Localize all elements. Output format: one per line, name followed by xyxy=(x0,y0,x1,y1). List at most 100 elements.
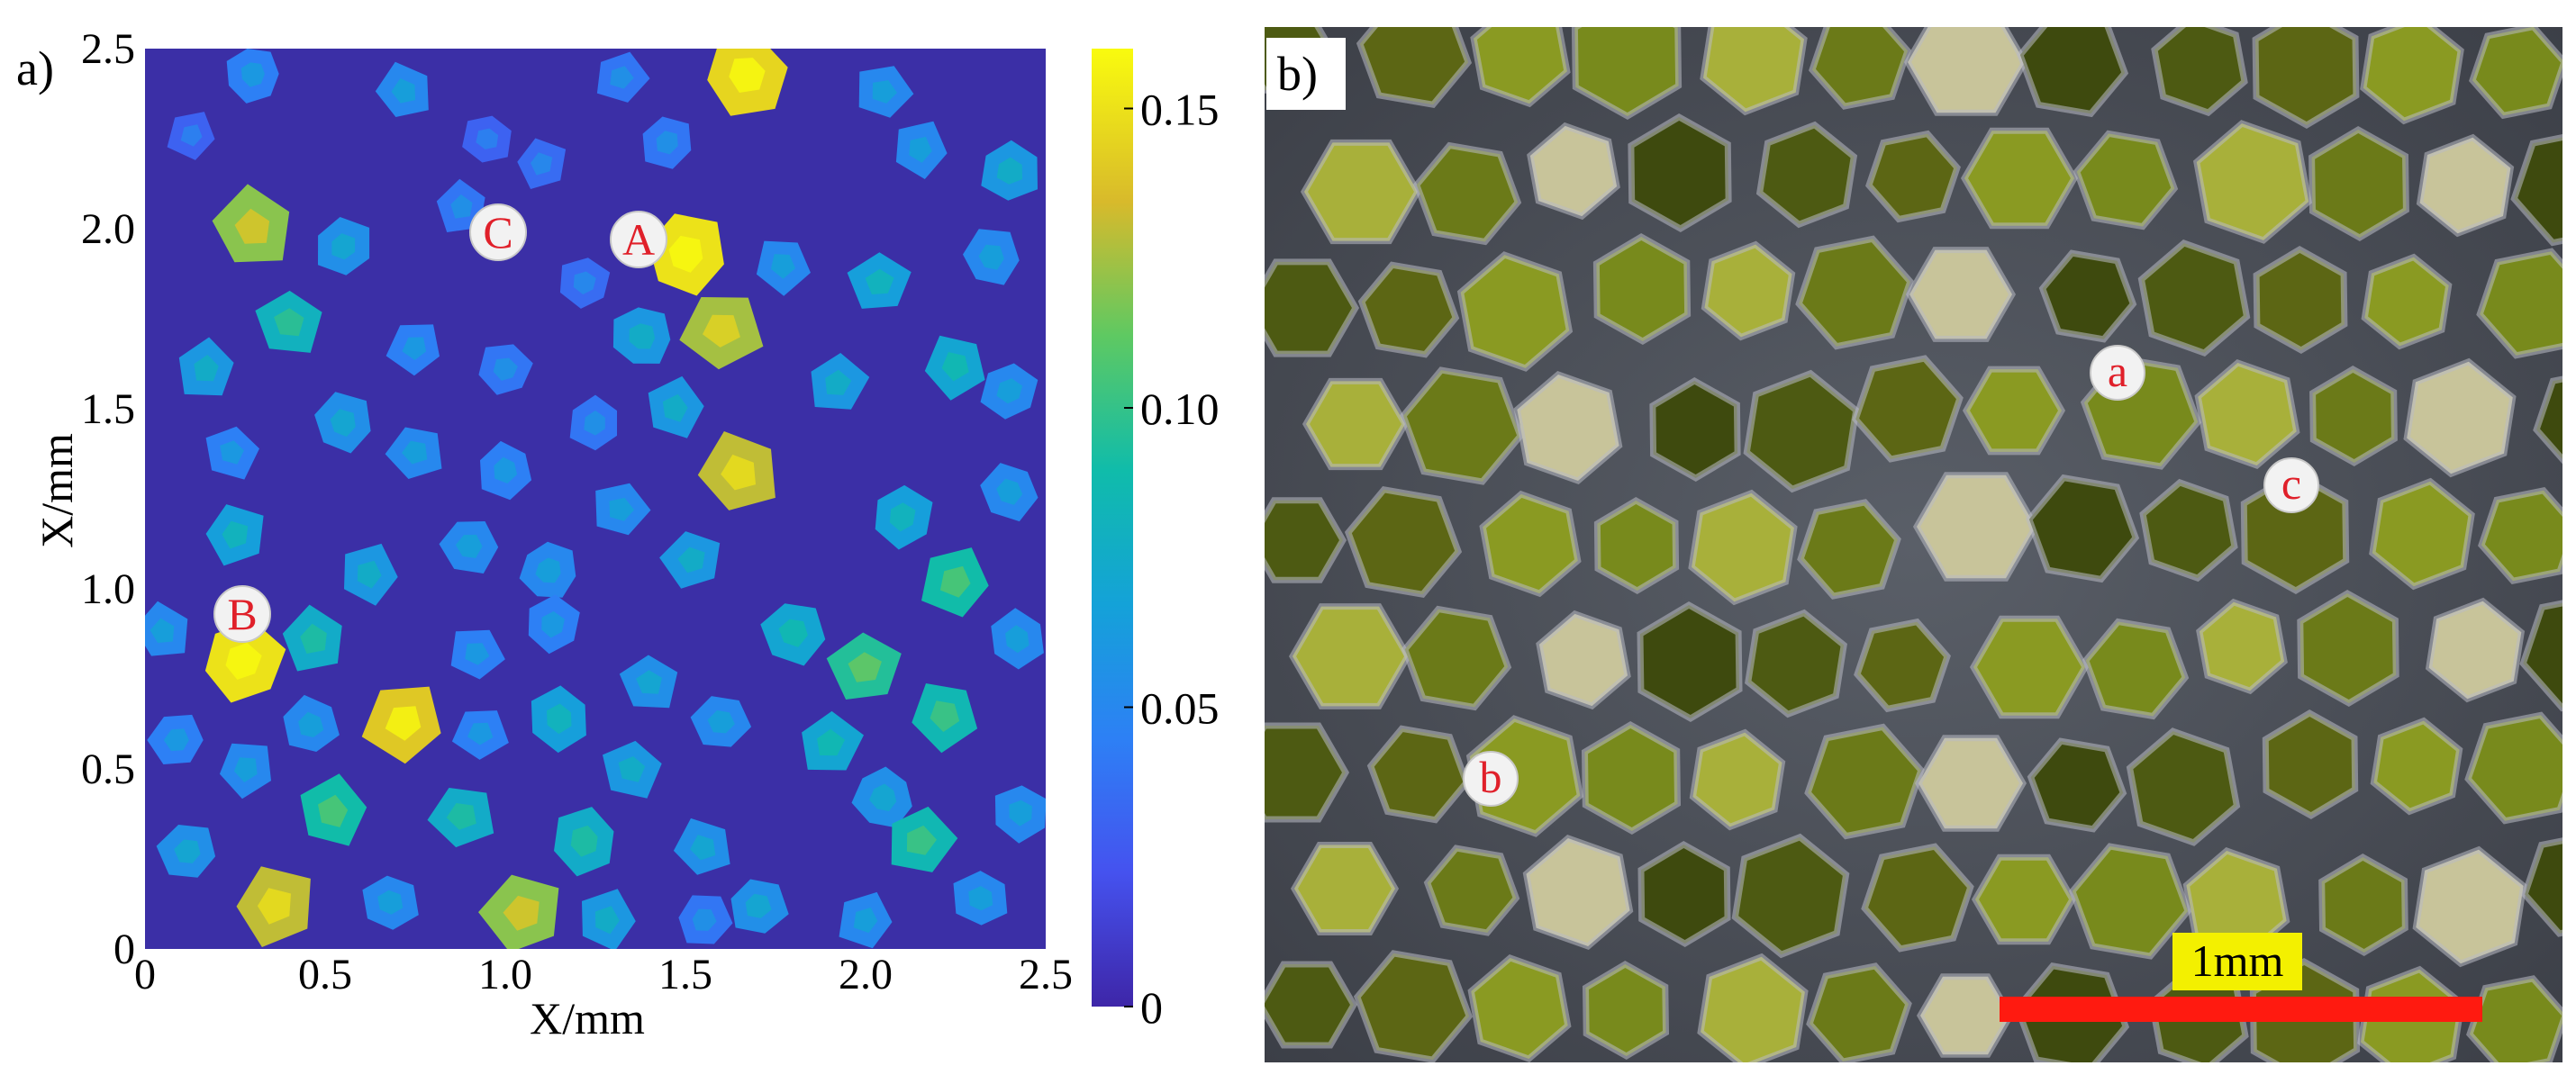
crystal-cell xyxy=(2025,474,2140,583)
grain-core xyxy=(662,393,688,422)
crystal-cell xyxy=(1522,835,1634,950)
grain-core xyxy=(636,670,662,694)
grain-core xyxy=(869,783,897,811)
grain-core xyxy=(629,323,656,349)
grain-core xyxy=(222,520,249,549)
grain-core xyxy=(707,710,735,734)
grain-core xyxy=(150,618,175,643)
crystal-cell xyxy=(2027,737,2127,833)
grain-core xyxy=(1005,625,1029,654)
grain-core xyxy=(535,557,561,583)
crystal-cell xyxy=(1265,497,1347,583)
grain-core xyxy=(446,803,476,830)
crystal-cell xyxy=(2196,598,2288,695)
crystal-cell xyxy=(2416,133,2515,238)
grain-core xyxy=(391,78,416,104)
grain-core xyxy=(594,906,620,935)
grain-core xyxy=(194,355,219,382)
crystal-cell xyxy=(1700,27,1808,116)
crystal-cell xyxy=(1865,130,1961,223)
crystal-cell xyxy=(1593,496,1680,595)
photo-marker-b: b xyxy=(1463,751,1519,807)
crystal-cell xyxy=(2308,125,2409,242)
heatmap-markers: A B C xyxy=(213,203,667,643)
grain-core xyxy=(274,308,304,337)
grain-core xyxy=(668,235,703,273)
grain-core xyxy=(402,337,427,360)
crystal-cell xyxy=(1649,376,1741,483)
y-tick: 1.5 xyxy=(81,385,135,433)
grain-core xyxy=(692,908,717,931)
marker-circle xyxy=(2090,345,2145,401)
grain-core xyxy=(234,208,270,244)
marker-A: A xyxy=(610,211,667,268)
crystal-cell xyxy=(2252,27,2360,130)
crystal-cell xyxy=(1688,489,1798,606)
grain-core xyxy=(677,547,705,574)
grain-core xyxy=(570,825,598,857)
crystal-cell xyxy=(2478,486,2562,585)
marker-circle xyxy=(610,211,667,268)
grain-core xyxy=(455,534,483,558)
x-tick: 1.0 xyxy=(478,951,532,998)
y-tick: 2.5 xyxy=(81,25,135,73)
crystal-cell xyxy=(2126,727,2241,846)
colorbar-tick-labels: 0 0.05 0.10 0.15 xyxy=(1124,85,1220,1033)
grain-core xyxy=(610,66,634,89)
crystal-cell xyxy=(1806,962,1912,1062)
crystal-cell xyxy=(2510,134,2562,247)
grain-core xyxy=(865,268,894,294)
grain-core xyxy=(385,706,422,741)
scale-bar-label: 1mm xyxy=(2191,935,2284,986)
crystal-cell xyxy=(1423,845,1520,936)
crystal-cell xyxy=(1582,960,1670,1061)
crystal-cell xyxy=(2466,975,2562,1062)
grain-core xyxy=(703,314,740,348)
x-tick: 2.5 xyxy=(1019,951,1073,998)
crystal-cell xyxy=(1366,725,1471,824)
crystal-cell xyxy=(1513,371,1623,484)
grain-core xyxy=(493,357,518,381)
photo-marker-a: a xyxy=(2090,345,2145,401)
crystal-cells xyxy=(1265,27,2562,1062)
grain-core xyxy=(848,652,882,682)
crystal-cell xyxy=(2082,618,2190,720)
grain-core xyxy=(853,908,878,934)
grain-core xyxy=(909,136,932,163)
grain-core xyxy=(225,642,262,680)
grain-core xyxy=(906,825,937,855)
x-tick: 0.5 xyxy=(298,951,352,998)
crystal-cell xyxy=(1265,961,1358,1049)
colorbar: 0 0.05 0.10 0.15 xyxy=(1092,49,1220,1033)
crystal-cell xyxy=(1861,843,1974,953)
marker-circle xyxy=(213,585,271,643)
grain-core xyxy=(180,124,203,147)
colorbar-tick: 0.10 xyxy=(1140,384,1220,434)
marker-C: C xyxy=(469,203,527,261)
grain-core xyxy=(494,456,518,483)
crystal-cell xyxy=(1637,840,1731,948)
grain-core xyxy=(300,623,327,654)
grain-core xyxy=(939,565,971,598)
grain-core xyxy=(476,128,499,149)
crystal-cell xyxy=(1302,377,1410,471)
crystal-cell xyxy=(2412,845,2527,968)
crystal-cell xyxy=(1971,854,2077,945)
crystal-cell xyxy=(1467,954,1572,1062)
crystal-cell xyxy=(1809,27,1911,110)
crystal-cell xyxy=(2521,837,2562,937)
grain-core xyxy=(402,440,428,465)
marker-B: B xyxy=(213,585,271,643)
y-tick: 1.0 xyxy=(81,565,135,613)
panel-a-label: a) xyxy=(16,41,54,95)
crystal-cell xyxy=(1265,722,1350,823)
crystal-cell xyxy=(1969,615,2090,719)
crystal-cell xyxy=(2425,597,2526,703)
grain-core xyxy=(825,369,852,395)
panel-b: b) a b c 1mm xyxy=(1265,27,2562,1062)
grain-core xyxy=(1009,799,1032,827)
crystal-cell xyxy=(1903,27,2029,116)
crystal-cell xyxy=(1265,258,1360,357)
crystal-cell xyxy=(1356,27,1473,108)
